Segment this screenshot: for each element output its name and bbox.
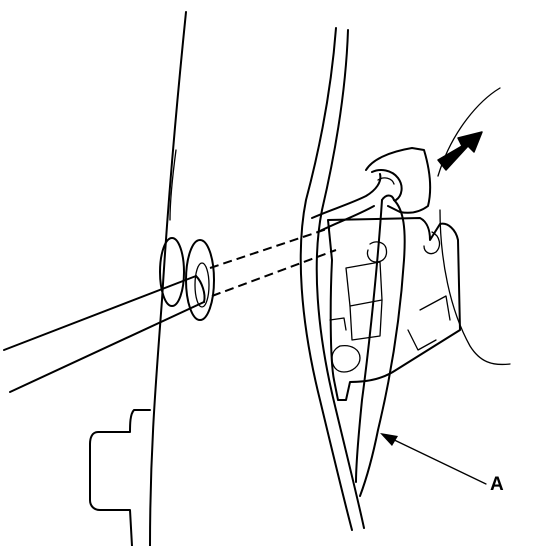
tool-hidden-projection (209, 227, 337, 297)
door-inner-panel (299, 27, 365, 531)
rod-a (355, 194, 406, 497)
door-edge (89, 11, 187, 546)
tool-rod (3, 275, 206, 393)
latch-housing (327, 217, 461, 401)
callout-a: A (380, 433, 504, 495)
door-access-holes (159, 237, 215, 321)
pull-direction-arrow (437, 131, 483, 171)
callout-a-label: A (490, 474, 504, 495)
outer-handle-rod (311, 147, 432, 233)
